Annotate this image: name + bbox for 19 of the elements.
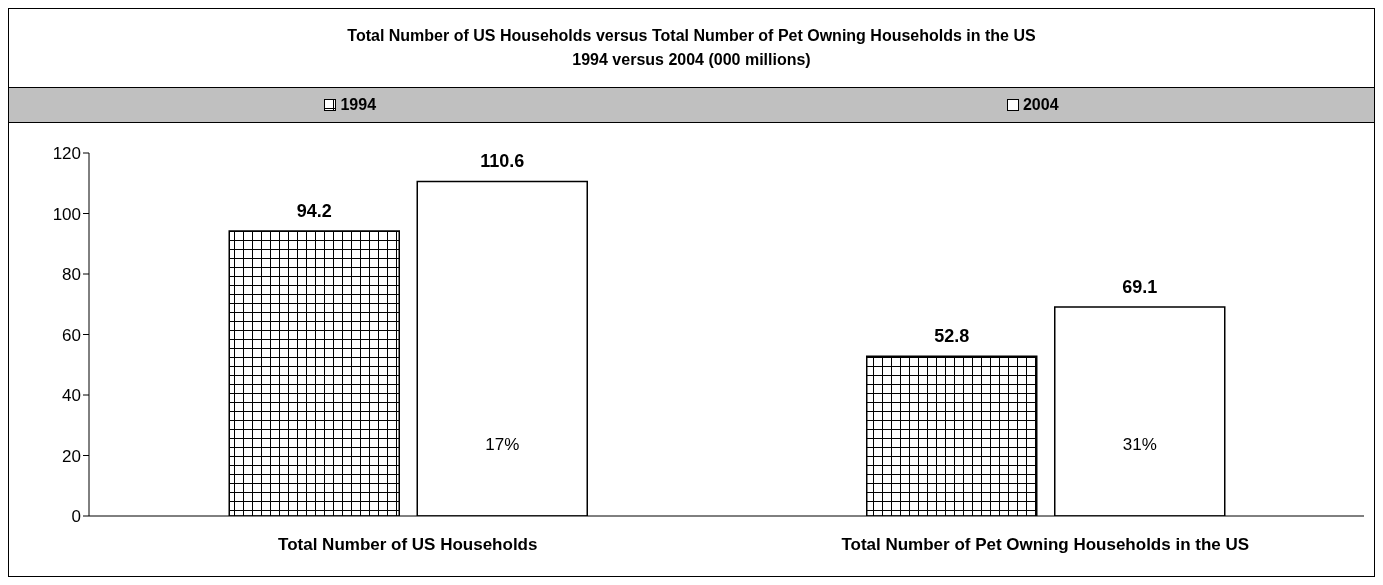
data-label: 110.6 [480,151,525,172]
data-label: 69.1 [1122,276,1158,297]
y-tick-label: 40 [62,386,81,406]
legend-label: 2004 [1022,96,1059,114]
y-tick-label: 60 [62,325,81,345]
annotation: 17% [485,435,520,455]
chart-title: Total Number of US Households versus Total Number of Pet Owning Households in the US [347,26,1036,46]
legend-label: 1994 [340,96,377,114]
y-tick-label: 0 [71,507,81,527]
data-label: 52.8 [934,326,970,347]
y-tick-label: 20 [62,446,81,466]
y-tick-label: 120 [52,144,81,164]
data-label: 94.2 [296,201,332,222]
chart-subtitle: 1994 versus 2004 (000 millions) [572,50,811,70]
annotation: 31% [1122,435,1157,455]
x-tick-label: Total Number of Pet Owning Households in the US [841,535,1250,555]
x-tick-label: Total Number of US Households [278,535,538,555]
y-tick-label: 100 [52,204,81,224]
y-tick-label: 80 [62,265,81,285]
